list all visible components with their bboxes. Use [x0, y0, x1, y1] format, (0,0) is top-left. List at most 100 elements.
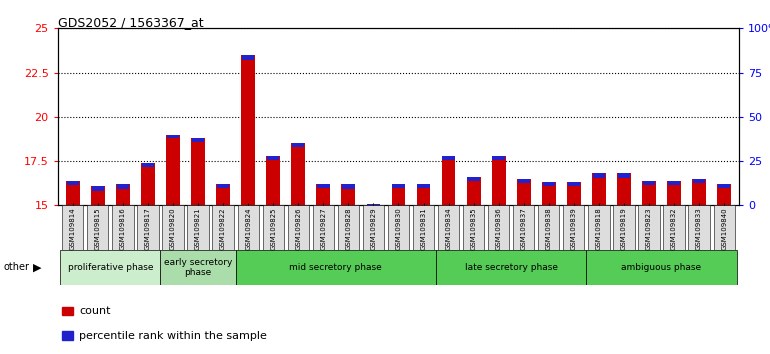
Bar: [160, 250, 236, 285]
Bar: [142, 163, 154, 167]
Bar: [316, 184, 330, 205]
Bar: [288, 205, 309, 250]
Bar: [313, 205, 334, 250]
Text: GSM109835: GSM109835: [470, 207, 477, 250]
Text: GSM109817: GSM109817: [145, 207, 151, 250]
Text: early secretory
phase: early secretory phase: [164, 258, 233, 277]
Bar: [291, 143, 305, 205]
Bar: [563, 205, 584, 250]
Bar: [592, 173, 606, 205]
Bar: [643, 181, 655, 185]
Bar: [642, 181, 656, 205]
Text: GSM109832: GSM109832: [671, 207, 677, 250]
Bar: [463, 205, 484, 250]
Text: count: count: [79, 306, 110, 316]
Bar: [388, 205, 409, 250]
Bar: [517, 179, 531, 205]
Text: GSM109825: GSM109825: [270, 207, 276, 250]
Text: GSM109823: GSM109823: [646, 207, 652, 250]
Bar: [367, 204, 380, 205]
Bar: [367, 204, 380, 211]
Bar: [392, 184, 405, 205]
Text: GSM109831: GSM109831: [420, 207, 427, 250]
Bar: [317, 184, 330, 188]
Bar: [266, 156, 280, 205]
Bar: [467, 177, 480, 181]
Bar: [342, 184, 354, 188]
Text: percentile rank within the sample: percentile rank within the sample: [79, 331, 266, 341]
Bar: [62, 331, 73, 340]
Bar: [162, 205, 183, 250]
Bar: [217, 184, 229, 188]
Bar: [538, 205, 560, 250]
Bar: [192, 138, 204, 142]
Bar: [241, 55, 255, 205]
Bar: [117, 184, 129, 188]
Bar: [292, 143, 304, 147]
Text: ▶: ▶: [33, 262, 42, 272]
Bar: [493, 156, 505, 160]
Bar: [692, 179, 706, 205]
Text: GSM109840: GSM109840: [721, 207, 727, 250]
Bar: [588, 205, 610, 250]
Text: GSM109821: GSM109821: [195, 207, 201, 250]
Text: GSM109836: GSM109836: [496, 207, 502, 250]
Bar: [443, 156, 455, 160]
Bar: [587, 250, 737, 285]
Bar: [667, 181, 681, 205]
Text: GSM109815: GSM109815: [95, 207, 101, 250]
Bar: [664, 205, 685, 250]
Text: GSM109827: GSM109827: [320, 207, 326, 250]
Text: GSM109837: GSM109837: [521, 207, 527, 250]
Text: GSM109834: GSM109834: [446, 207, 451, 250]
Text: GSM109838: GSM109838: [546, 207, 552, 250]
Bar: [66, 181, 79, 205]
Text: GSM109822: GSM109822: [220, 207, 226, 250]
Bar: [513, 205, 534, 250]
Text: GSM109839: GSM109839: [571, 207, 577, 250]
Bar: [60, 250, 160, 285]
Bar: [137, 205, 159, 250]
Bar: [718, 184, 731, 188]
Bar: [714, 205, 735, 250]
Bar: [517, 179, 530, 183]
Bar: [467, 177, 480, 205]
Bar: [442, 156, 456, 205]
Text: GSM109833: GSM109833: [696, 207, 702, 250]
Bar: [668, 181, 680, 185]
Bar: [542, 182, 556, 205]
Bar: [116, 184, 130, 205]
Bar: [112, 205, 133, 250]
Bar: [236, 250, 436, 285]
Bar: [617, 173, 631, 205]
Bar: [92, 186, 104, 191]
Bar: [191, 138, 205, 205]
Text: GSM109820: GSM109820: [170, 207, 176, 250]
Bar: [417, 184, 430, 188]
Bar: [87, 205, 109, 250]
Bar: [166, 135, 180, 205]
Bar: [263, 205, 284, 250]
Bar: [492, 156, 506, 205]
Text: GSM109826: GSM109826: [295, 207, 301, 250]
Bar: [567, 182, 581, 205]
Bar: [436, 250, 587, 285]
Bar: [187, 205, 209, 250]
Bar: [167, 135, 179, 138]
Text: GDS2052 / 1563367_at: GDS2052 / 1563367_at: [58, 16, 203, 29]
Bar: [62, 307, 73, 315]
Bar: [438, 205, 459, 250]
Bar: [242, 55, 254, 60]
Text: GSM109830: GSM109830: [396, 207, 401, 250]
Bar: [638, 205, 660, 250]
Bar: [693, 179, 705, 183]
Bar: [718, 184, 731, 205]
Bar: [363, 205, 384, 250]
Text: GSM109814: GSM109814: [70, 207, 75, 250]
Bar: [341, 184, 355, 205]
Bar: [216, 184, 230, 205]
Bar: [267, 156, 280, 160]
Text: GSM109819: GSM109819: [621, 207, 627, 250]
Bar: [618, 173, 630, 178]
Bar: [417, 184, 430, 205]
